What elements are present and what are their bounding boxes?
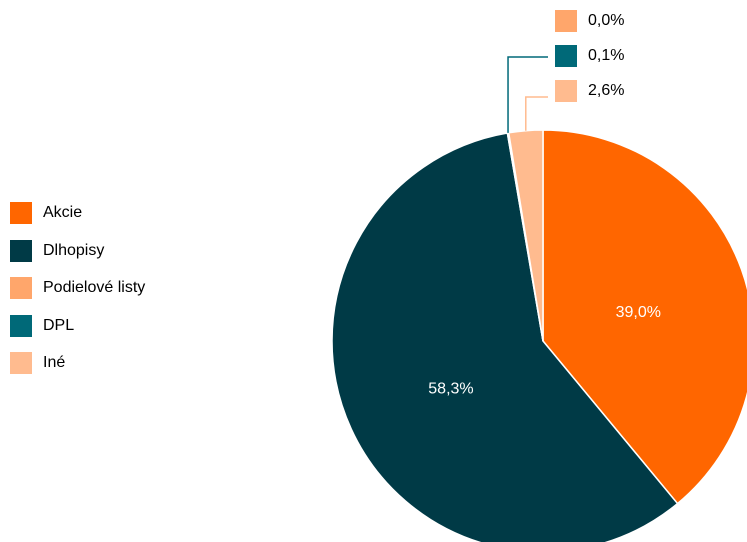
legend-swatch-dlhopisy bbox=[10, 239, 32, 262]
small-label-podielove-listy: 0,0% bbox=[555, 10, 624, 32]
legend-item-podielove-listy: Podielové listy bbox=[10, 277, 145, 299]
legend-item-dlhopisy: Dlhopisy bbox=[10, 239, 145, 262]
small-label-swatch-ine bbox=[555, 80, 577, 102]
legend-item-dpl: DPL bbox=[10, 314, 145, 337]
pie-slice-dlhopisy bbox=[331, 132, 679, 542]
small-label-dpl: 0,1% bbox=[555, 45, 624, 67]
legend-swatch-dpl bbox=[10, 314, 32, 337]
small-slice-labels: 0,0% 0,1% 2,6% bbox=[555, 10, 624, 115]
legend-item-akcie: Akcie bbox=[10, 202, 145, 224]
legend-label-dlhopisy: Dlhopisy bbox=[43, 241, 105, 259]
slice-labels: 39,0% 58,3% bbox=[428, 304, 661, 398]
small-label-ine: 2,6% bbox=[555, 80, 624, 102]
legend-swatch-akcie bbox=[10, 202, 32, 224]
callout-lines bbox=[507, 56, 548, 133]
legend-label-ine: Iné bbox=[43, 354, 66, 371]
legend-label-akcie: Akcie bbox=[43, 204, 83, 221]
legend-swatch-podielove-listy bbox=[10, 277, 32, 299]
small-label-value-ine: 2,6% bbox=[588, 82, 625, 99]
pie-slices bbox=[331, 129, 747, 542]
slice-label-akcie: 39,0% bbox=[616, 304, 661, 321]
small-label-value-podielove-listy: 0,0% bbox=[588, 12, 625, 29]
legend-label-podielove-listy: Podielové listy bbox=[43, 279, 146, 296]
legend-label-dpl: DPL bbox=[43, 316, 75, 334]
chart-legend: Akcie Dlhopisy Podielové listy DPL Iné bbox=[10, 202, 145, 390]
slice-label-dlhopisy: 58,3% bbox=[428, 380, 473, 397]
callout-line-ine bbox=[525, 96, 548, 131]
small-label-value-dpl: 0,1% bbox=[588, 47, 625, 64]
small-label-swatch-podielove-listy bbox=[555, 10, 577, 32]
legend-swatch-ine bbox=[10, 352, 32, 374]
callout-line-dpl bbox=[507, 56, 548, 133]
legend-item-ine: Iné bbox=[10, 352, 145, 374]
pie-slice-akcie bbox=[542, 129, 747, 505]
small-label-swatch-dpl bbox=[555, 45, 577, 67]
